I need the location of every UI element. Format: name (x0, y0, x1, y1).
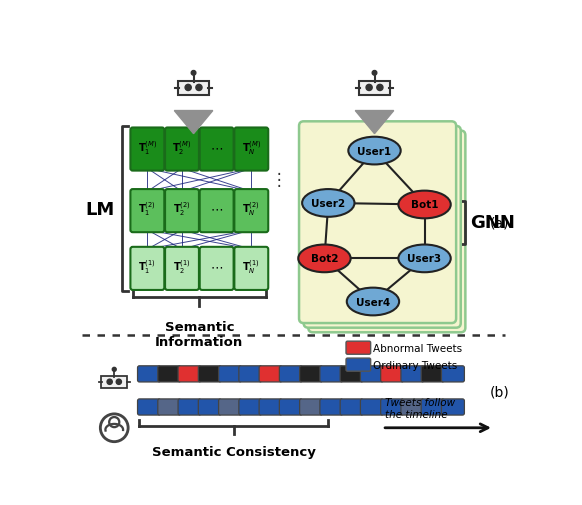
Text: $\cdots$: $\cdots$ (210, 203, 223, 216)
Text: GNN: GNN (470, 214, 515, 232)
Circle shape (366, 85, 372, 91)
FancyBboxPatch shape (235, 128, 268, 171)
Text: User3: User3 (407, 254, 442, 264)
FancyBboxPatch shape (178, 399, 201, 415)
FancyBboxPatch shape (421, 399, 444, 415)
Text: Tweets follow
the timeline: Tweets follow the timeline (385, 397, 455, 419)
Ellipse shape (398, 245, 450, 273)
FancyBboxPatch shape (130, 247, 164, 290)
Polygon shape (174, 111, 213, 134)
FancyBboxPatch shape (137, 399, 161, 415)
FancyBboxPatch shape (198, 366, 221, 382)
FancyBboxPatch shape (300, 366, 322, 382)
Circle shape (116, 379, 122, 385)
FancyBboxPatch shape (320, 366, 343, 382)
FancyBboxPatch shape (165, 128, 199, 171)
FancyBboxPatch shape (130, 190, 164, 233)
FancyBboxPatch shape (340, 399, 363, 415)
Ellipse shape (298, 245, 350, 273)
Text: Ordinary Tweets: Ordinary Tweets (373, 360, 457, 370)
FancyBboxPatch shape (346, 359, 371, 372)
FancyBboxPatch shape (219, 366, 242, 382)
Text: $\mathbf{T}_{2}^{(2)}$: $\mathbf{T}_{2}^{(2)}$ (173, 200, 191, 218)
Text: $\mathbf{T}_{1}^{(2)}$: $\mathbf{T}_{1}^{(2)}$ (139, 200, 156, 218)
FancyBboxPatch shape (158, 366, 181, 382)
FancyBboxPatch shape (219, 399, 242, 415)
Text: User1: User1 (357, 146, 392, 156)
FancyBboxPatch shape (239, 366, 262, 382)
Text: (a): (a) (489, 216, 509, 230)
FancyBboxPatch shape (279, 399, 302, 415)
FancyBboxPatch shape (200, 190, 233, 233)
FancyBboxPatch shape (165, 190, 199, 233)
FancyBboxPatch shape (304, 127, 461, 328)
FancyBboxPatch shape (381, 399, 404, 415)
FancyBboxPatch shape (279, 366, 302, 382)
FancyBboxPatch shape (259, 399, 282, 415)
FancyBboxPatch shape (235, 190, 268, 233)
FancyBboxPatch shape (441, 399, 464, 415)
FancyBboxPatch shape (200, 128, 233, 171)
FancyBboxPatch shape (320, 399, 343, 415)
Circle shape (372, 71, 377, 76)
Text: Bot2: Bot2 (311, 254, 338, 264)
FancyBboxPatch shape (178, 82, 209, 96)
Text: User4: User4 (356, 297, 390, 307)
Text: $\mathbf{T}_{2}^{(M)}$: $\mathbf{T}_{2}^{(M)}$ (172, 138, 191, 157)
Circle shape (191, 71, 196, 76)
Text: Abnormal Tweets: Abnormal Tweets (373, 343, 462, 353)
Text: $\cdots$: $\cdots$ (210, 260, 223, 273)
Text: $\cdots$: $\cdots$ (210, 141, 223, 154)
FancyBboxPatch shape (421, 366, 444, 382)
Text: (b): (b) (489, 385, 509, 399)
FancyBboxPatch shape (137, 366, 161, 382)
FancyBboxPatch shape (401, 366, 424, 382)
FancyBboxPatch shape (360, 366, 384, 382)
FancyBboxPatch shape (259, 366, 282, 382)
FancyBboxPatch shape (340, 366, 363, 382)
Polygon shape (355, 111, 394, 134)
Text: Semantic
Information: Semantic Information (155, 320, 243, 348)
FancyBboxPatch shape (308, 131, 466, 333)
Ellipse shape (347, 288, 399, 316)
FancyBboxPatch shape (381, 366, 404, 382)
Text: Semantic Consistency: Semantic Consistency (152, 445, 315, 459)
Text: $\mathbf{T}_{N}^{(2)}$: $\mathbf{T}_{N}^{(2)}$ (243, 200, 260, 218)
Circle shape (196, 85, 202, 91)
Circle shape (185, 85, 191, 91)
Text: $\mathbf{T}_{N}^{(M)}$: $\mathbf{T}_{N}^{(M)}$ (242, 138, 261, 157)
FancyBboxPatch shape (200, 247, 233, 290)
Circle shape (112, 368, 116, 372)
FancyBboxPatch shape (239, 399, 262, 415)
FancyBboxPatch shape (299, 122, 456, 323)
Circle shape (377, 85, 383, 91)
Ellipse shape (348, 137, 400, 165)
Text: $\mathbf{T}_{1}^{(1)}$: $\mathbf{T}_{1}^{(1)}$ (139, 258, 156, 275)
FancyBboxPatch shape (235, 247, 268, 290)
Text: $\vdots$: $\vdots$ (271, 170, 282, 188)
FancyBboxPatch shape (360, 399, 384, 415)
Circle shape (107, 379, 112, 385)
Text: $\mathbf{T}_{1}^{(M)}$: $\mathbf{T}_{1}^{(M)}$ (138, 138, 157, 157)
FancyBboxPatch shape (178, 366, 201, 382)
FancyBboxPatch shape (130, 128, 164, 171)
FancyBboxPatch shape (198, 399, 221, 415)
FancyBboxPatch shape (401, 399, 424, 415)
FancyBboxPatch shape (101, 377, 127, 389)
FancyBboxPatch shape (158, 399, 181, 415)
Ellipse shape (302, 190, 354, 217)
FancyBboxPatch shape (165, 247, 199, 290)
Text: $\mathbf{T}_{2}^{(1)}$: $\mathbf{T}_{2}^{(1)}$ (173, 258, 191, 275)
Text: Bot1: Bot1 (411, 200, 438, 210)
FancyBboxPatch shape (441, 366, 464, 382)
Text: LM: LM (85, 200, 114, 218)
Ellipse shape (398, 191, 450, 219)
FancyBboxPatch shape (300, 399, 322, 415)
FancyBboxPatch shape (359, 82, 390, 96)
FancyBboxPatch shape (346, 341, 371, 355)
Text: User2: User2 (311, 198, 345, 209)
Text: $\mathbf{T}_{N}^{(1)}$: $\mathbf{T}_{N}^{(1)}$ (243, 258, 260, 275)
